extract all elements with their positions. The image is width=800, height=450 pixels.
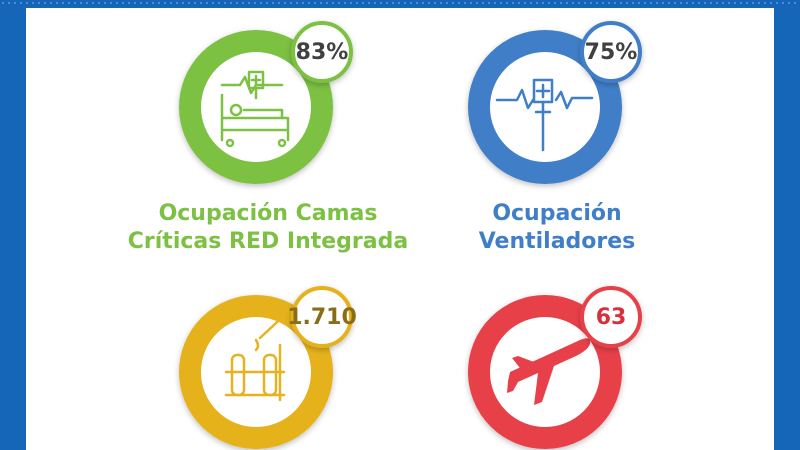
badge-value: 75% — [585, 40, 638, 65]
ring — [468, 30, 622, 184]
frame-pattern — [0, 0, 800, 8]
bed-icon — [220, 70, 290, 148]
badge — [580, 286, 642, 348]
item-title: Ocupación — [492, 201, 621, 226]
ventilator-icon — [495, 78, 594, 152]
item-title: Ventiladores — [479, 229, 636, 254]
item-title: Ocupación Camas — [159, 201, 378, 226]
plane-icon — [507, 338, 591, 405]
badge-value: 83% — [296, 40, 349, 65]
icons — [220, 70, 594, 405]
badge — [580, 21, 642, 83]
badge-value: 1.710 — [287, 305, 357, 330]
badge — [291, 286, 353, 348]
item-title: Críticas RED Integrada — [128, 229, 408, 254]
badge-value: 63 — [596, 305, 627, 330]
badge — [291, 21, 353, 83]
lab-icon — [224, 308, 292, 402]
panel — [26, 8, 774, 450]
